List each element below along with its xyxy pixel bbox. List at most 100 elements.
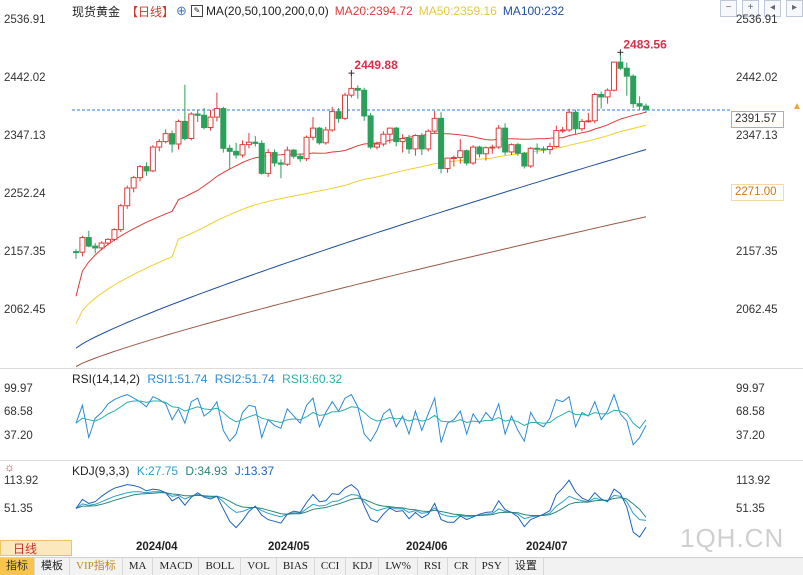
tab-boll[interactable]: BOLL — [199, 558, 242, 575]
candle-body — [213, 108, 220, 118]
plus-icon[interactable]: + — [742, 0, 759, 17]
candle-body — [117, 205, 124, 231]
candle-body — [399, 138, 406, 143]
ma50-line — [75, 124, 647, 324]
candle-body — [623, 67, 630, 77]
rsi-title: RSI(14,14,2) — [72, 372, 141, 386]
candle-body — [566, 111, 573, 131]
left-arrow-icon[interactable]: ◂ — [764, 0, 781, 17]
candle-body — [489, 146, 496, 149]
period-tab[interactable]: 日线 — [0, 540, 72, 556]
toolbar: − + ◂ ▸ — [715, 0, 803, 17]
candle-body — [252, 141, 259, 144]
kdj-left-tick: 51.35 — [4, 503, 33, 515]
candle-body — [527, 147, 534, 167]
candle-body — [495, 127, 502, 148]
tab-settings[interactable]: 设置 — [509, 558, 544, 575]
candle-body — [361, 89, 368, 117]
kdj-left-tick: 113.92 — [4, 475, 39, 487]
period-label[interactable]: 【日线】 — [126, 4, 175, 19]
rsi3-line — [75, 400, 647, 430]
candle-body — [508, 144, 515, 153]
rsi-left-tick: 68.58 — [4, 406, 33, 418]
ma20-value: MA20:2394.72 — [334, 4, 413, 18]
main-right-tick: 2157.35 — [736, 246, 778, 258]
rsi1-line — [75, 393, 647, 446]
tab-vip-indicators[interactable]: VIP指标 — [70, 558, 123, 575]
main-left-tick: 2442.02 — [4, 72, 46, 84]
main-right-tick: 2347.13 — [736, 130, 778, 142]
date-label: 2024/04 — [136, 541, 178, 553]
candle-body — [149, 146, 156, 172]
rsi-right-tick: 68.58 — [736, 406, 765, 418]
candle-body — [175, 120, 182, 145]
tab-cci[interactable]: CCI — [315, 558, 347, 575]
candle-body — [322, 129, 329, 144]
candle-body — [335, 111, 342, 119]
indicator-tab-bar: 指标 模板 VIP指标 MA MACD BOLL VOL BIAS CCI KD… — [0, 557, 803, 575]
main-right-tick: 2536.91 — [736, 14, 778, 26]
tab-bias[interactable]: BIAS — [277, 558, 315, 575]
symbol-name: 现货黄金 — [72, 4, 121, 19]
candle-body — [233, 150, 240, 156]
rsi1-value: RSI1:51.74 — [147, 372, 208, 386]
high-label-1: 2449.88 — [354, 58, 398, 72]
kdj-d-line — [75, 492, 647, 518]
tab-indicators[interactable]: 指标 — [0, 558, 35, 575]
rsi-header: RSI(14,14,2) RSI1:51.74 RSI2:51.74 RSI3:… — [72, 372, 342, 386]
tab-rsi[interactable]: RSI — [418, 558, 448, 575]
candle-body — [194, 113, 201, 116]
date-label: 2024/06 — [406, 541, 448, 553]
candle-body — [425, 130, 432, 150]
ma50-value: MA50:2359.16 — [418, 4, 497, 18]
candle-body — [610, 61, 617, 91]
tab-cr[interactable]: CR — [448, 558, 476, 575]
main-right-tick: 2442.02 — [736, 72, 778, 84]
main-left-tick: 2347.13 — [4, 130, 46, 142]
edit-icon[interactable]: ✎ — [190, 5, 203, 17]
tab-templates[interactable]: 模板 — [35, 558, 70, 575]
ma20-line — [75, 111, 647, 297]
tab-vol[interactable]: VOL — [241, 558, 277, 575]
candle-body — [406, 138, 413, 150]
tab-psy[interactable]: PSY — [476, 558, 509, 575]
kdj-title: KDJ(9,3,3) — [72, 464, 130, 478]
candle-body — [553, 130, 560, 147]
candle-body — [444, 157, 451, 169]
candle-body — [559, 129, 566, 132]
rsi-left-tick: 99.97 — [4, 383, 33, 395]
candle-body — [643, 105, 649, 110]
minus-icon[interactable]: − — [720, 0, 737, 17]
main-right-tick: 2062.45 — [736, 304, 778, 316]
candle-body — [105, 238, 112, 244]
candle-body — [245, 141, 252, 146]
date-label: 2024/05 — [268, 541, 310, 553]
candle-body — [354, 87, 361, 91]
candle-body — [617, 61, 624, 69]
crosshair-icon[interactable]: ☼ — [4, 460, 15, 474]
high-label-2: 2483.56 — [623, 37, 667, 51]
tab-macd[interactable]: MACD — [153, 558, 200, 575]
tab-ma[interactable]: MA — [123, 558, 154, 575]
candle-body — [290, 149, 297, 157]
candle-body — [188, 113, 195, 140]
candle-body — [85, 237, 92, 247]
candle-body — [169, 133, 176, 145]
candle-body — [271, 152, 278, 164]
candle-body — [79, 237, 86, 253]
candle-body — [137, 166, 144, 179]
candle-body — [534, 147, 541, 150]
candle-body — [226, 147, 233, 152]
ma100-value: MA100:232 — [502, 4, 565, 18]
candle-body — [207, 116, 214, 129]
main-left-tick: 2536.91 — [4, 14, 46, 26]
add-icon[interactable]: ⊕ — [176, 3, 187, 18]
tab-lw[interactable]: LW% — [379, 558, 418, 575]
ma-label: MA(20,50,100,200,0,0) — [205, 4, 329, 18]
candle-body — [303, 136, 310, 160]
rsi-right-tick: 99.97 — [736, 383, 765, 395]
ma200-line — [75, 216, 647, 367]
tab-kdj[interactable]: KDJ — [346, 558, 380, 575]
candle-body — [124, 187, 131, 207]
